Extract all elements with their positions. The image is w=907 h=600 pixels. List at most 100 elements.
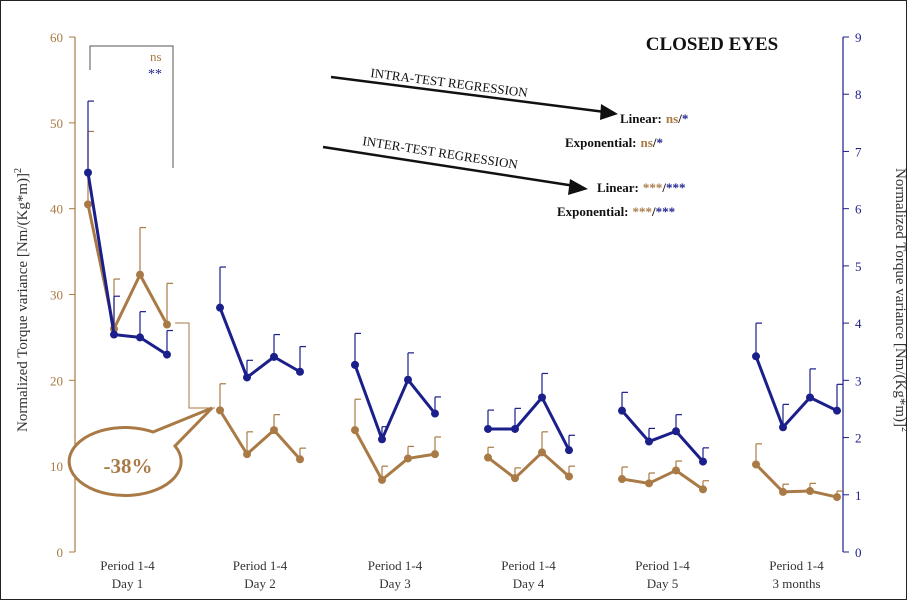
bracket-label-right: ** bbox=[148, 67, 162, 82]
right-axis-series-point bbox=[511, 424, 519, 433]
left-axis-title-sup: 2 bbox=[13, 168, 24, 173]
inter-test-arrowhead bbox=[568, 179, 588, 195]
left-axis-series-point bbox=[833, 493, 841, 502]
right-axis-series-point bbox=[431, 409, 439, 418]
inter-linear-sep: / bbox=[661, 180, 666, 195]
left-axis-series-line bbox=[353, 429, 436, 482]
x-group-label-line1: Period 1-4 bbox=[368, 558, 423, 573]
right-axis-series-point bbox=[538, 393, 546, 402]
left-axis-series-line bbox=[754, 463, 838, 499]
right-axis-series-point bbox=[645, 437, 653, 446]
right-axis-series-point bbox=[216, 303, 224, 312]
left-axis-series-point bbox=[404, 454, 412, 463]
intra-test-arrow-line bbox=[330, 75, 606, 114]
right-axis-series-point bbox=[672, 427, 680, 436]
left-axis-series-line bbox=[487, 450, 570, 480]
left-tick-label: 10 bbox=[50, 459, 63, 474]
intra-test-linear: Linear: ns/* bbox=[620, 111, 688, 126]
x-group-label-line2: Day 1 bbox=[112, 576, 143, 591]
right-tick-label: 4 bbox=[855, 316, 862, 331]
left-axis-series-point bbox=[618, 475, 626, 484]
x-axis-labels: Period 1-4 Day 1 Period 1-4 Day 2 Period 1-4… bbox=[100, 558, 824, 591]
right-axis-series-point bbox=[243, 373, 251, 382]
intra-linear-left: ns bbox=[666, 111, 678, 126]
left-tick-label: 50 bbox=[50, 116, 63, 131]
left-axis-series-point bbox=[806, 487, 814, 496]
right-axis-series-point bbox=[84, 168, 92, 177]
right-axis-title-text: Normalized Torque variance [Nm/(Kg*m)] bbox=[892, 168, 907, 427]
left-axis-series-point bbox=[484, 453, 492, 462]
x-group-label-line1: Period 1-4 bbox=[769, 558, 824, 573]
left-axis-series-point bbox=[511, 474, 519, 483]
right-axis-title: Normalized Torque variance [Nm/(Kg*m)]2 bbox=[892, 168, 907, 432]
left-axis-series-point bbox=[296, 455, 304, 464]
left-axis-series-point bbox=[672, 466, 680, 475]
left-tick-label: 40 bbox=[50, 202, 63, 217]
intra-test-exponential: Exponential: ns/* bbox=[565, 135, 663, 150]
x-group-label-line1: Period 1-4 bbox=[501, 558, 556, 573]
x-group-label-line1: Period 1-4 bbox=[635, 558, 690, 573]
right-tick-label: 3 bbox=[855, 373, 862, 388]
left-axis-series-point bbox=[84, 200, 92, 209]
right-axis-series-point bbox=[270, 352, 278, 361]
inter-exp-right: *** bbox=[656, 204, 676, 219]
x-group-label-line2: Day 5 bbox=[647, 576, 678, 591]
intra-test-arrowhead bbox=[600, 104, 618, 120]
left-tick-label: 20 bbox=[50, 373, 63, 388]
right-axis-series-point bbox=[806, 393, 814, 402]
left-y-ticks: 0 10 20 30 40 50 60 bbox=[50, 30, 75, 560]
x-group-label-line2: Day 3 bbox=[379, 576, 410, 591]
intra-exp-sep: / bbox=[652, 135, 657, 150]
left-axis-series-point bbox=[163, 320, 171, 329]
right-axis-series-point bbox=[163, 350, 171, 359]
left-axis-series-point bbox=[136, 270, 144, 279]
chart-title: CLOSED EYES bbox=[646, 34, 779, 55]
right-axis-series-point bbox=[296, 367, 304, 376]
left-axis-series-point bbox=[216, 406, 224, 415]
intra-linear-right: * bbox=[682, 111, 689, 126]
left-axis-series-point bbox=[779, 487, 787, 496]
intra-exp-right: * bbox=[656, 135, 663, 150]
inter-exp-sep: / bbox=[651, 204, 656, 219]
left-axis-series-point bbox=[351, 426, 359, 435]
right-axis-series-point bbox=[833, 406, 841, 415]
inter-linear-label: Linear: bbox=[597, 180, 639, 195]
inter-test-exponential: Exponential: ***/*** bbox=[557, 204, 675, 219]
intra-exp-left: ns bbox=[641, 135, 653, 150]
right-tick-label: 5 bbox=[855, 259, 862, 274]
left-axis-series-point bbox=[565, 472, 573, 481]
left-axis-series-point bbox=[645, 479, 653, 488]
right-axis-series-point bbox=[484, 424, 492, 433]
inter-linear-right: *** bbox=[666, 180, 686, 195]
left-tick-label: 60 bbox=[50, 30, 63, 45]
left-axis-series-line bbox=[86, 204, 169, 331]
x-group-label-line1: Period 1-4 bbox=[100, 558, 155, 573]
left-axis-title-text: Normalized Torque variance [Nm/(Kg*m)] bbox=[15, 173, 31, 432]
right-axis-series-point bbox=[136, 333, 144, 342]
right-axis-series-line bbox=[353, 364, 437, 441]
right-axis-series bbox=[84, 100, 843, 466]
percent-change-label: -38% bbox=[104, 454, 153, 478]
left-tick-label: 0 bbox=[57, 545, 64, 560]
x-group-label-line1: Period 1-4 bbox=[233, 558, 288, 573]
right-axis-series-line bbox=[86, 172, 168, 356]
left-axis-series-point bbox=[538, 448, 546, 457]
right-axis-series-point bbox=[618, 406, 626, 415]
intra-exp-label: Exponential: bbox=[565, 135, 637, 150]
inter-exp-label: Exponential: bbox=[557, 204, 629, 219]
left-axis-series-point bbox=[270, 426, 278, 435]
intra-test-heading: INTRA-TEST REGRESSION bbox=[370, 65, 530, 100]
intra-linear-label: Linear: bbox=[620, 111, 662, 126]
left-axis-series-point bbox=[378, 475, 386, 484]
bracket-label-left: ns bbox=[150, 49, 162, 64]
left-axis-series bbox=[84, 130, 843, 502]
percent-change-callout: -38% bbox=[67, 322, 215, 497]
right-axis-series-line bbox=[754, 355, 838, 429]
left-tick-label: 30 bbox=[50, 288, 63, 303]
right-tick-label: 9 bbox=[855, 30, 862, 45]
right-tick-label: 1 bbox=[855, 488, 862, 503]
x-group-label-line2: Day 4 bbox=[513, 576, 545, 591]
right-axis-series-line bbox=[488, 396, 571, 451]
right-axis-series-point bbox=[779, 423, 787, 432]
